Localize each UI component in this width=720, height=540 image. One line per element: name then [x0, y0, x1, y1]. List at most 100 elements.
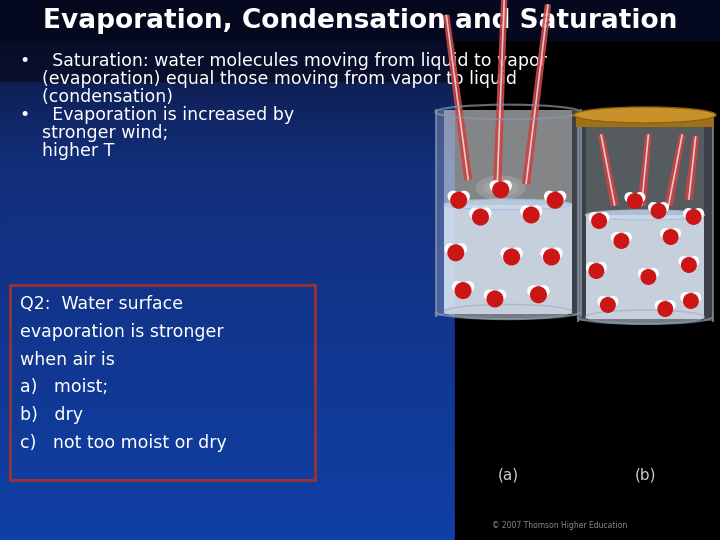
Bar	[0, 219, 460, 221]
Bar	[585, 215, 704, 319]
Bar	[0, 167, 460, 170]
Bar	[0, 505, 460, 508]
Circle shape	[504, 249, 519, 265]
Bar	[0, 300, 460, 302]
Bar	[0, 151, 460, 154]
Bar	[0, 35, 460, 38]
Bar	[0, 8, 460, 11]
Bar	[0, 292, 460, 294]
Bar	[0, 32, 460, 35]
Circle shape	[501, 181, 511, 191]
Circle shape	[448, 245, 464, 261]
Bar	[0, 154, 460, 157]
Bar	[0, 19, 460, 22]
Circle shape	[547, 192, 563, 208]
Bar	[0, 38, 460, 40]
Text: © 2007 Thomson Higher Education: © 2007 Thomson Higher Education	[492, 521, 628, 530]
Bar	[0, 370, 460, 373]
Bar	[0, 364, 460, 367]
Bar	[0, 356, 460, 359]
Circle shape	[628, 194, 642, 208]
Ellipse shape	[444, 305, 572, 319]
Text: higher T: higher T	[20, 142, 114, 160]
Bar	[0, 122, 460, 124]
Bar	[0, 440, 460, 443]
Circle shape	[682, 258, 696, 272]
Bar	[0, 205, 460, 208]
Bar	[0, 516, 460, 518]
Text: (condensation): (condensation)	[20, 88, 173, 106]
Bar	[577, 125, 713, 321]
Bar	[0, 424, 460, 427]
Bar	[0, 62, 460, 65]
Bar	[0, 159, 460, 162]
Circle shape	[531, 287, 546, 302]
Circle shape	[490, 181, 500, 191]
Bar	[0, 351, 460, 354]
Bar	[0, 373, 460, 375]
Circle shape	[449, 191, 458, 201]
Bar	[0, 84, 460, 86]
Circle shape	[625, 193, 634, 202]
Circle shape	[495, 290, 505, 300]
Bar	[0, 22, 460, 24]
Bar	[0, 494, 460, 497]
Bar	[0, 375, 460, 378]
Circle shape	[658, 302, 672, 316]
Bar	[0, 105, 460, 108]
Bar	[0, 265, 460, 267]
Bar	[10, 285, 315, 480]
Bar	[0, 108, 460, 111]
Bar	[0, 70, 460, 73]
Bar	[0, 89, 460, 92]
Bar	[0, 59, 460, 62]
Bar	[0, 65, 460, 68]
Text: Evaporation, Condensation and Saturation: Evaporation, Condensation and Saturation	[42, 8, 678, 34]
Bar	[0, 310, 460, 313]
Bar	[0, 273, 460, 275]
Bar	[0, 208, 460, 211]
Bar	[0, 148, 460, 151]
Bar	[0, 383, 460, 386]
Bar	[0, 251, 460, 254]
Bar	[0, 8, 460, 11]
Text: •    Saturation: water molecules moving from liquid to vapor: • Saturation: water molecules moving fro…	[20, 52, 547, 70]
Text: •    Evaporation is increased by: • Evaporation is increased by	[20, 106, 294, 124]
Bar	[0, 73, 460, 76]
Circle shape	[556, 191, 566, 201]
Bar	[0, 327, 460, 329]
Bar	[0, 446, 460, 448]
Bar	[0, 470, 460, 472]
Bar	[0, 3, 460, 5]
Bar	[0, 3, 460, 5]
Circle shape	[679, 256, 688, 266]
Bar	[0, 49, 460, 51]
Bar	[0, 165, 460, 167]
Bar	[0, 181, 460, 184]
Bar	[0, 30, 460, 32]
Bar	[0, 451, 460, 454]
Circle shape	[587, 262, 596, 272]
Bar	[0, 176, 460, 178]
Text: Q2:  Water surface
evaporation is stronger
when air is
a)   moist;
b)   dry
c)  : Q2: Water surface evaporation is stronge…	[20, 295, 227, 452]
Circle shape	[666, 301, 675, 310]
Bar	[0, 200, 460, 202]
Bar	[0, 284, 460, 286]
Circle shape	[453, 282, 463, 292]
Bar	[0, 92, 460, 94]
Bar	[436, 110, 580, 316]
Bar	[0, 186, 460, 189]
Bar	[0, 421, 460, 424]
Bar	[0, 248, 460, 251]
Circle shape	[552, 248, 562, 258]
Circle shape	[635, 193, 644, 202]
Circle shape	[689, 256, 698, 266]
Circle shape	[501, 248, 511, 258]
Circle shape	[655, 301, 665, 310]
Bar	[0, 54, 460, 57]
Bar	[0, 11, 460, 14]
Bar	[0, 230, 460, 232]
Circle shape	[597, 262, 606, 272]
Bar	[0, 475, 460, 478]
Bar	[0, 316, 460, 319]
